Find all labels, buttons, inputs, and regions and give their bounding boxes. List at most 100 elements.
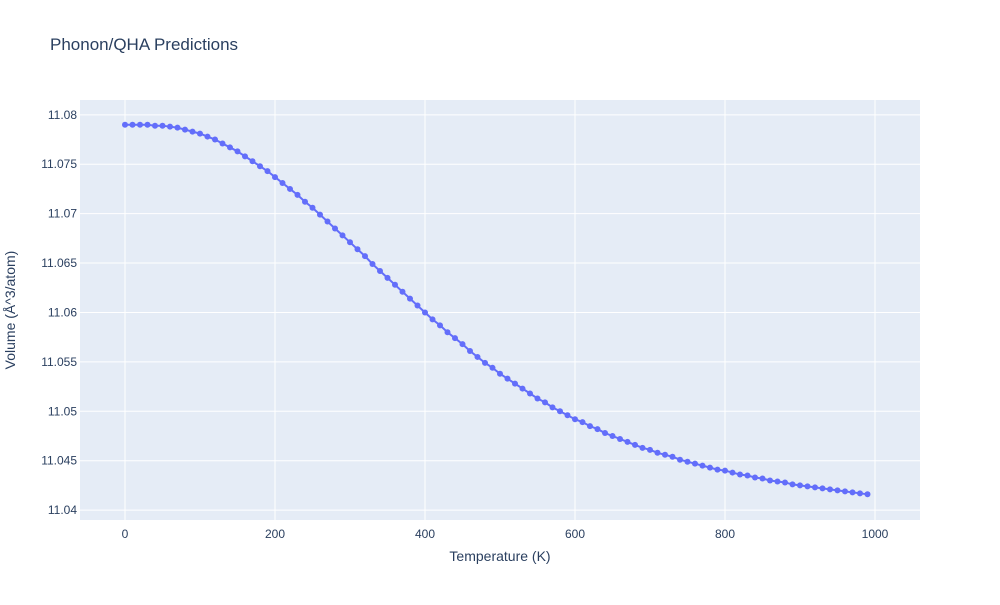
data-point[interactable]	[437, 322, 443, 329]
data-point[interactable]	[249, 158, 256, 165]
data-point[interactable]	[744, 472, 751, 479]
data-point[interactable]	[489, 364, 496, 371]
data-point[interactable]	[564, 412, 571, 419]
data-point[interactable]	[504, 375, 511, 382]
data-point[interactable]	[699, 462, 706, 469]
data-point[interactable]	[849, 489, 856, 496]
data-point[interactable]	[129, 121, 136, 128]
data-point[interactable]	[782, 479, 788, 486]
data-point[interactable]	[729, 469, 736, 476]
data-point[interactable]	[227, 144, 233, 151]
data-point[interactable]	[384, 274, 391, 281]
data-point[interactable]	[294, 191, 301, 198]
data-point[interactable]	[167, 123, 173, 130]
data-point[interactable]	[287, 185, 293, 192]
data-point[interactable]	[834, 487, 841, 494]
data-point[interactable]	[159, 122, 166, 129]
data-point[interactable]	[542, 399, 548, 406]
data-point[interactable]	[234, 148, 241, 155]
data-point[interactable]	[579, 419, 586, 426]
data-point[interactable]	[257, 163, 263, 170]
data-point[interactable]	[272, 174, 278, 181]
data-point[interactable]	[714, 466, 721, 473]
data-point[interactable]	[182, 126, 188, 133]
data-point[interactable]	[519, 385, 526, 392]
data-point[interactable]	[662, 451, 668, 458]
data-point[interactable]	[797, 482, 803, 489]
data-point[interactable]	[347, 239, 353, 246]
data-point[interactable]	[624, 438, 631, 445]
data-point[interactable]	[317, 211, 323, 218]
data-point[interactable]	[804, 483, 811, 490]
data-point[interactable]	[587, 423, 593, 430]
data-point[interactable]	[459, 341, 466, 348]
data-point[interactable]	[527, 390, 533, 397]
data-point[interactable]	[377, 267, 383, 274]
data-point[interactable]	[264, 168, 271, 175]
data-point[interactable]	[174, 124, 181, 131]
data-point[interactable]	[122, 121, 128, 128]
data-point[interactable]	[857, 490, 863, 497]
data-point[interactable]	[639, 444, 646, 451]
data-point[interactable]	[212, 136, 218, 143]
data-point[interactable]	[309, 204, 316, 211]
data-point[interactable]	[152, 122, 158, 129]
data-point[interactable]	[767, 477, 773, 484]
data-point[interactable]	[339, 232, 346, 239]
data-point[interactable]	[392, 281, 398, 288]
data-point[interactable]	[414, 302, 421, 309]
data-point[interactable]	[452, 335, 458, 342]
data-point[interactable]	[752, 474, 758, 481]
data-point[interactable]	[467, 348, 473, 355]
data-point[interactable]	[617, 435, 623, 442]
data-point[interactable]	[362, 253, 368, 260]
data-point[interactable]	[242, 153, 248, 160]
data-point[interactable]	[534, 395, 541, 402]
data-point[interactable]	[549, 404, 556, 411]
data-point[interactable]	[444, 329, 451, 336]
data-point[interactable]	[474, 353, 481, 360]
data-point[interactable]	[197, 130, 203, 137]
data-point[interactable]	[279, 180, 286, 187]
data-point[interactable]	[632, 441, 638, 448]
data-point[interactable]	[647, 446, 653, 453]
data-point[interactable]	[512, 380, 518, 387]
data-point[interactable]	[722, 467, 728, 474]
data-point[interactable]	[407, 295, 413, 302]
data-point[interactable]	[707, 464, 713, 471]
data-point[interactable]	[789, 481, 796, 488]
data-point[interactable]	[204, 133, 211, 140]
data-point[interactable]	[602, 430, 608, 437]
data-point[interactable]	[654, 449, 661, 456]
data-point[interactable]	[594, 426, 601, 433]
data-point[interactable]	[557, 408, 563, 415]
data-point[interactable]	[572, 416, 578, 423]
data-point[interactable]	[842, 488, 848, 495]
data-point[interactable]	[137, 121, 143, 128]
data-point[interactable]	[692, 460, 698, 467]
data-point[interactable]	[669, 453, 676, 460]
data-point[interactable]	[609, 433, 616, 439]
data-point[interactable]	[482, 359, 488, 366]
data-point[interactable]	[332, 225, 338, 232]
data-point[interactable]	[812, 484, 818, 491]
data-point[interactable]	[219, 140, 226, 147]
data-point[interactable]	[819, 485, 826, 492]
data-point[interactable]	[864, 491, 871, 498]
data-point[interactable]	[497, 370, 503, 377]
data-point[interactable]	[302, 198, 308, 205]
data-point[interactable]	[189, 128, 196, 135]
data-point[interactable]	[677, 456, 683, 463]
data-point[interactable]	[429, 316, 436, 323]
data-point[interactable]	[354, 246, 361, 253]
data-point[interactable]	[759, 475, 766, 482]
data-point[interactable]	[737, 471, 743, 478]
data-point[interactable]	[144, 121, 151, 128]
data-point[interactable]	[399, 288, 406, 295]
data-point[interactable]	[774, 478, 781, 485]
data-point[interactable]	[324, 218, 331, 225]
data-point[interactable]	[369, 261, 376, 268]
data-point[interactable]	[827, 486, 833, 493]
data-point[interactable]	[422, 309, 428, 316]
data-point[interactable]	[684, 458, 691, 465]
